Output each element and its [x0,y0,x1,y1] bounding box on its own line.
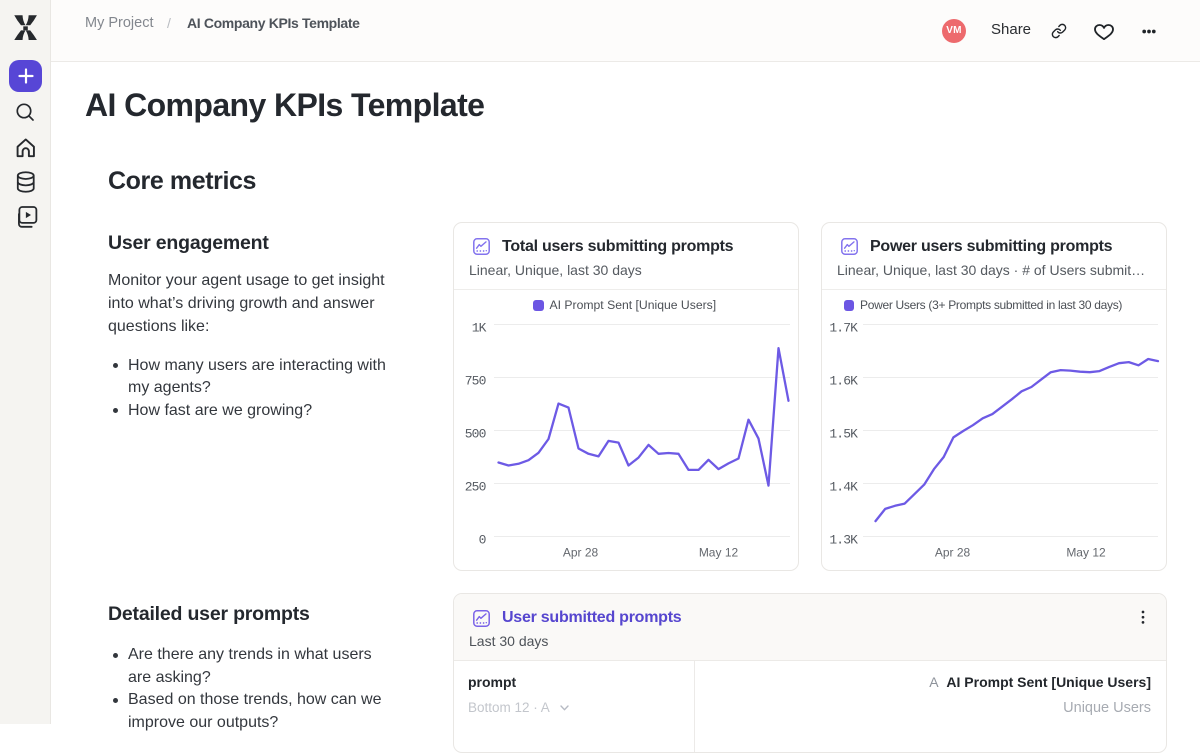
svg-text:1K: 1K [472,320,487,335]
svg-text:May 12: May 12 [699,546,739,560]
svg-text:Apr 28: Apr 28 [935,546,971,560]
svg-text:500: 500 [465,426,486,441]
svg-text:1.7K: 1.7K [829,320,858,335]
svg-text:1.3K: 1.3K [829,532,858,547]
svg-text:750: 750 [465,373,486,388]
svg-text:0: 0 [479,532,486,547]
svg-text:1.6K: 1.6K [829,373,858,388]
svg-text:May 12: May 12 [1066,546,1106,560]
svg-text:1.4K: 1.4K [829,479,858,494]
svg-text:250: 250 [465,479,486,494]
svg-text:Apr 28: Apr 28 [563,546,599,560]
svg-text:1.5K: 1.5K [829,426,858,441]
